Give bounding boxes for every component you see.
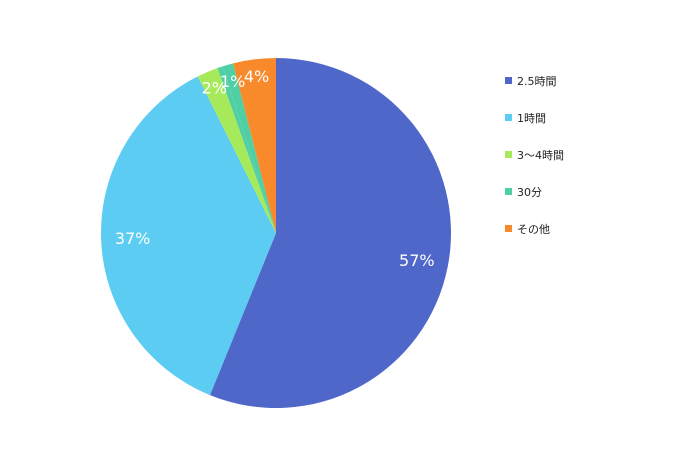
legend-label: 30分 [517,185,542,199]
legend-swatch [505,77,512,84]
legend-label: 1時間 [517,111,546,125]
legend-item-1h: 1時間 [505,99,564,136]
legend-swatch [505,151,512,158]
pie-slice [222,63,276,234]
slice-percent-label: 1% [220,72,245,91]
legend-label: 3〜4時間 [517,148,564,162]
slice-percent-label: 57% [399,251,435,270]
legend-item-30min: 30分 [505,173,564,210]
slice-percent-label: 37% [115,229,151,248]
slice-percent-label: 4% [244,67,269,86]
pie-slice [197,68,276,233]
legend: 2.5時間 1時間 3〜4時間 30分 その他 [505,62,564,247]
legend-swatch [505,114,512,121]
pie-slice [217,66,276,234]
slice-percent-label: 2% [202,79,227,98]
legend-item-other: その他 [505,210,564,247]
legend-item-3-4h: 3〜4時間 [505,136,564,173]
pie-slice [233,58,276,233]
pie-slice [209,58,452,408]
legend-swatch [505,225,512,232]
legend-item-2-5h: 2.5時間 [505,62,564,99]
pie-slices [101,58,452,408]
legend-label: 2.5時間 [517,74,557,88]
legend-swatch [505,188,512,195]
legend-label: その他 [517,222,550,236]
pie-slice [101,76,277,396]
pie-labels: 57% 37% 2%1%4% [115,67,435,270]
